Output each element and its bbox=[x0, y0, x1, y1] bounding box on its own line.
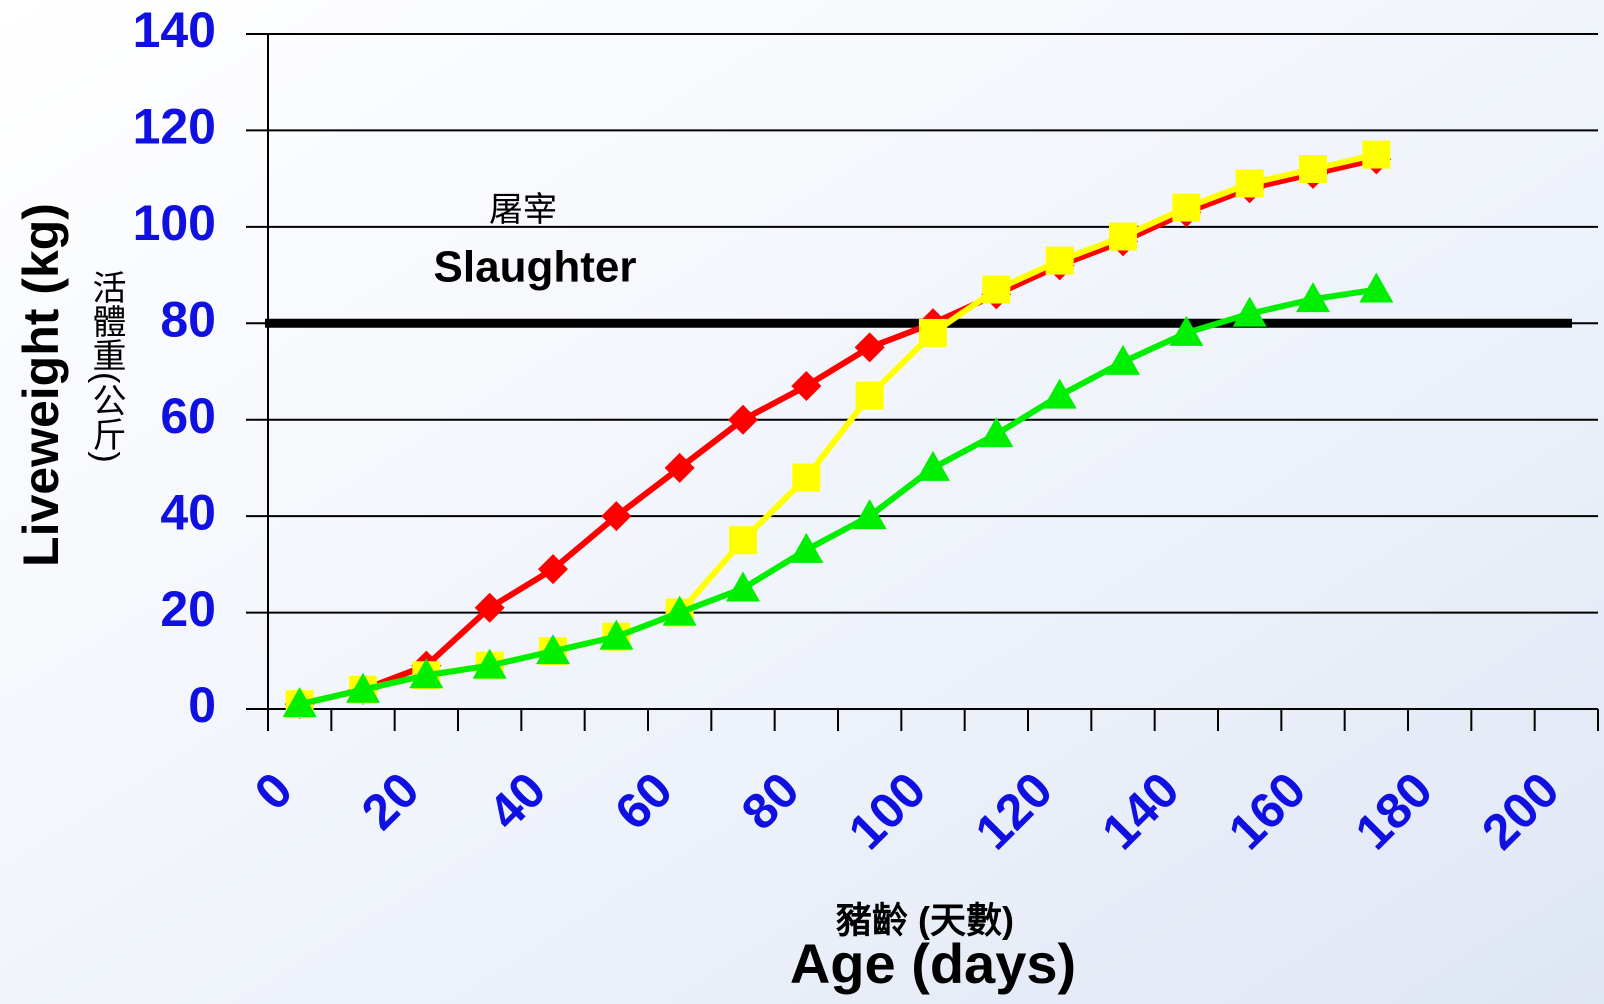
y-tick-label: 120 bbox=[133, 99, 216, 155]
marker bbox=[1169, 315, 1204, 346]
y-tick-label: 140 bbox=[133, 2, 216, 58]
marker bbox=[1172, 193, 1201, 222]
marker bbox=[538, 554, 568, 585]
marker bbox=[852, 499, 887, 530]
marker bbox=[789, 532, 824, 563]
marker bbox=[346, 672, 380, 703]
y-tick-label: 40 bbox=[160, 484, 216, 540]
marker bbox=[1042, 378, 1077, 409]
marker bbox=[472, 648, 507, 679]
marker bbox=[1235, 169, 1264, 198]
marker bbox=[982, 275, 1011, 304]
marker bbox=[919, 318, 947, 347]
marker bbox=[791, 370, 822, 401]
x-axis-title-zh: 豬齡 (天數) bbox=[836, 900, 1014, 941]
marker bbox=[855, 381, 884, 410]
marker bbox=[1232, 296, 1267, 327]
y-tick-label: 20 bbox=[160, 581, 216, 637]
marker bbox=[601, 501, 632, 532]
y-tick-label: 60 bbox=[160, 388, 216, 444]
x-axis-title: Age (days) bbox=[790, 932, 1076, 995]
marker bbox=[1362, 140, 1391, 169]
marker bbox=[474, 592, 505, 623]
marker bbox=[536, 634, 570, 665]
series-line bbox=[298, 286, 1377, 708]
marker bbox=[916, 450, 950, 481]
marker bbox=[1106, 344, 1140, 375]
marker bbox=[664, 452, 695, 483]
y-tick-label: 0 bbox=[188, 677, 216, 733]
marker bbox=[728, 404, 758, 435]
marker bbox=[854, 332, 885, 363]
marker bbox=[409, 658, 444, 689]
marker bbox=[1296, 282, 1330, 313]
y-tick-label: 100 bbox=[133, 195, 216, 251]
y-axis-title: Liveweight (kg) bbox=[13, 203, 69, 567]
marker bbox=[1299, 155, 1327, 183]
marker bbox=[729, 526, 757, 555]
marker bbox=[1045, 246, 1074, 275]
annotation-zh: 屠宰 bbox=[489, 191, 557, 229]
marker bbox=[599, 619, 634, 650]
marker bbox=[282, 687, 317, 718]
marker bbox=[1109, 222, 1137, 251]
marker bbox=[792, 463, 821, 492]
y-tick-label: 80 bbox=[160, 291, 216, 347]
y-axis-title-zh: 活體重(公斤) bbox=[87, 270, 125, 463]
marker bbox=[662, 595, 697, 626]
marker bbox=[726, 571, 760, 602]
marker bbox=[979, 417, 1014, 448]
marker bbox=[1359, 272, 1394, 303]
annotation: Slaughter bbox=[434, 243, 637, 292]
